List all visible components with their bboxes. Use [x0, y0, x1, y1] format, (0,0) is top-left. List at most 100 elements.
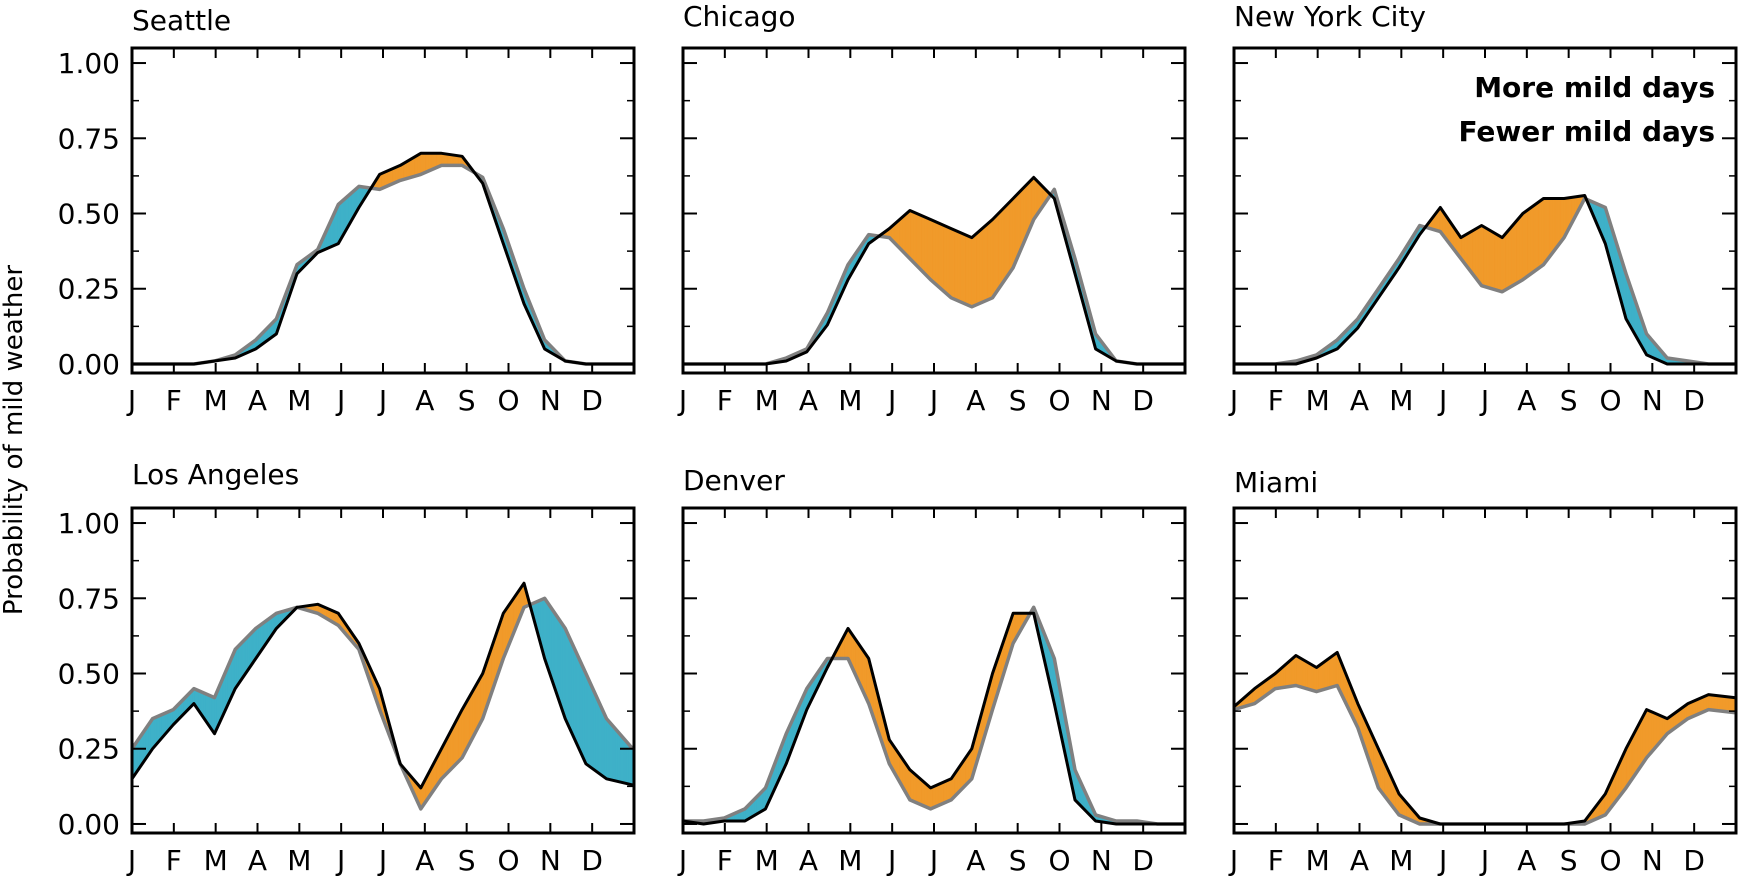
x-tick-label: A: [1350, 844, 1369, 877]
x-tick-label: F: [717, 384, 733, 417]
difference-fill: [1276, 195, 1707, 365]
x-tick-label: F: [717, 844, 733, 877]
x-tick-label: D: [581, 844, 603, 877]
x-tick-label: D: [1132, 384, 1154, 417]
x-tick-label: O: [497, 844, 519, 877]
x-tick-label: D: [1132, 844, 1154, 877]
panel-title: Denver: [683, 464, 785, 497]
series-line-gray: [683, 605, 1184, 826]
panel-title: Seattle: [132, 4, 231, 37]
x-tick-label: J: [1437, 384, 1447, 417]
x-tick-label: J: [677, 844, 687, 877]
x-tick-label: D: [1683, 844, 1705, 877]
x-tick-label: J: [1228, 384, 1238, 417]
x-tick-label: M: [838, 384, 862, 417]
x-tick-label: D: [1683, 384, 1705, 417]
x-tick-label: S: [458, 844, 476, 877]
x-tick-label: S: [1009, 384, 1027, 417]
x-tick-label: J: [1479, 844, 1489, 877]
series-line-black: [683, 175, 1184, 366]
plot-frame: [681, 46, 1187, 375]
series-line-gray: [132, 163, 633, 366]
x-tick-label: J: [928, 384, 938, 417]
y-tick-label: 1.00: [58, 507, 120, 540]
y-tick-label: 0.75: [58, 582, 120, 615]
fill-segment: [630, 746, 633, 786]
series-line-gray: [130, 596, 634, 811]
x-tick-label: J: [335, 384, 345, 417]
series-line-black: [682, 611, 1184, 826]
x-tick-label: N: [540, 844, 561, 877]
series-line-black: [1234, 194, 1735, 366]
series-line-black: [1233, 650, 1735, 826]
y-tick-label: 0.00: [58, 808, 120, 841]
x-tick-label: O: [1048, 384, 1070, 417]
x-tick-label: J: [677, 384, 687, 417]
y-tick-label: 0.00: [58, 348, 120, 381]
x-tick-label: M: [755, 844, 779, 877]
panel-title: New York City: [1234, 0, 1426, 33]
x-tick-label: A: [799, 844, 818, 877]
x-tick-label: M: [204, 384, 228, 417]
x-tick-label: A: [415, 844, 434, 877]
x-tick-label: O: [1599, 384, 1621, 417]
x-tick-label: M: [204, 844, 228, 877]
x-tick-label: M: [287, 384, 311, 417]
plot-frame: [681, 506, 1187, 835]
y-tick-label: 0.75: [58, 122, 120, 155]
x-tick-label: M: [1306, 384, 1330, 417]
x-tick-label: N: [1642, 844, 1663, 877]
x-tick-label: M: [755, 384, 779, 417]
x-tick-label: A: [966, 844, 985, 877]
x-tick-label: J: [126, 844, 136, 877]
x-tick-label: N: [1642, 384, 1663, 417]
x-tick-label: O: [1599, 844, 1621, 877]
x-tick-label: A: [1350, 384, 1369, 417]
x-tick-label: J: [126, 384, 136, 417]
series-line-black: [130, 581, 633, 790]
x-tick-label: S: [1560, 384, 1578, 417]
x-tick-label: M: [1389, 384, 1413, 417]
x-tick-label: A: [248, 844, 267, 877]
x-tick-label: F: [166, 384, 182, 417]
x-tick-label: O: [497, 384, 519, 417]
x-tick-label: J: [886, 384, 896, 417]
series-line-black: [132, 151, 633, 366]
fill-segment: [1732, 696, 1735, 714]
panel-title: Chicago: [683, 0, 796, 33]
panel-title: Miami: [1234, 466, 1318, 499]
y-tick-label: 0.25: [58, 733, 120, 766]
x-tick-label: J: [377, 844, 387, 877]
x-tick-label: S: [1560, 844, 1578, 877]
difference-fill: [1233, 651, 1735, 825]
x-tick-label: A: [248, 384, 267, 417]
x-tick-label: A: [415, 384, 434, 417]
x-tick-label: S: [458, 384, 476, 417]
x-tick-label: S: [1009, 844, 1027, 877]
y-tick-label: 0.25: [58, 273, 120, 306]
legend: More mild days Fewer mild days: [1458, 71, 1715, 148]
x-tick-label: D: [581, 384, 603, 417]
x-tick-label: J: [1479, 384, 1489, 417]
series-line-gray: [1233, 683, 1735, 826]
x-tick-label: N: [540, 384, 561, 417]
x-tick-label: A: [1517, 844, 1536, 877]
x-tick-label: A: [1517, 384, 1536, 417]
x-tick-label: O: [1048, 844, 1070, 877]
x-tick-label: J: [1228, 844, 1238, 877]
x-tick-label: J: [335, 844, 345, 877]
x-tick-label: J: [928, 844, 938, 877]
x-tick-label: N: [1091, 384, 1112, 417]
x-tick-label: N: [1091, 844, 1112, 877]
x-tick-label: F: [1268, 384, 1284, 417]
panel-title: Los Angeles: [132, 458, 299, 491]
x-tick-label: M: [1389, 844, 1413, 877]
y-tick-label: 1.00: [58, 47, 120, 80]
